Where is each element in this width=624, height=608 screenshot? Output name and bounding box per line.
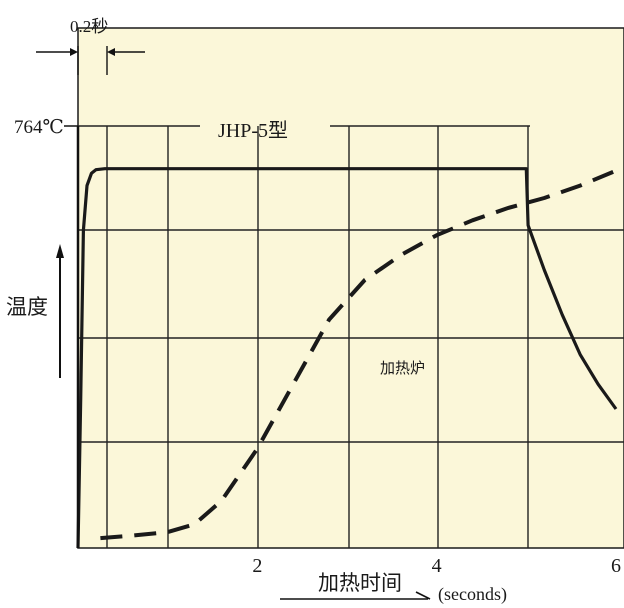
series-line-0 <box>76 167 618 549</box>
interval-arrowhead-left <box>70 48 78 56</box>
series-line-1 <box>100 168 617 541</box>
x-tick-label: 4 <box>432 555 442 577</box>
series-layer <box>76 167 618 549</box>
y-axis-arrow-head <box>56 244 64 258</box>
axis-layer <box>36 46 530 600</box>
x-tick-labels: 2 4 6 <box>252 555 621 577</box>
series-label-jhp5: JHP-5型 <box>218 119 288 142</box>
series-label-furnace: 加热炉 <box>380 360 425 377</box>
interval-arrowhead-right <box>107 48 115 56</box>
x-unit-label: (seconds) <box>438 584 507 605</box>
x-axis-label: 加热时间 <box>318 571 402 595</box>
x-tick-label: 6 <box>611 555 621 577</box>
interval-label: 0.2秒 <box>70 17 108 36</box>
x-tick-label: 2 <box>252 555 262 577</box>
plot-background <box>77 27 624 549</box>
x-axis-arrow-head <box>415 591 431 600</box>
peak-label: 764℃ <box>14 117 64 138</box>
y-axis-label: 温度 <box>6 295 48 319</box>
